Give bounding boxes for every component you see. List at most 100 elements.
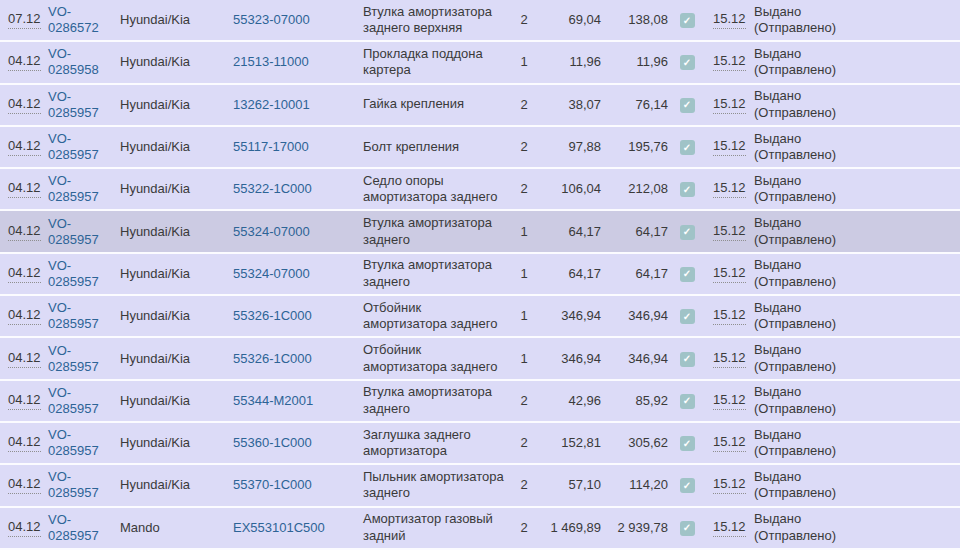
checkbox-cell: ✓ [668,97,706,113]
total-value: 64,17 [601,266,668,282]
order-date-link[interactable]: 04.12 [8,307,41,325]
order-number-link[interactable]: VO-0285957 [48,385,99,416]
issued-checkbox[interactable]: ✓ [680,478,695,493]
issue-date-link[interactable]: 15.12 [713,11,746,29]
part-number-link[interactable]: 55324-07000 [233,224,310,239]
part-number-link[interactable]: 55117-17000 [233,139,309,154]
part-number-link[interactable]: EX553101C500 [233,520,325,535]
checkmark-icon: ✓ [683,396,691,406]
order-date-link[interactable]: 04.12 [8,434,41,452]
checkmark-icon: ✓ [683,481,691,491]
issue-date-link[interactable]: 15.12 [713,392,746,410]
issue-date-link[interactable]: 15.12 [713,519,746,537]
part-name: Втулка амортизатора заднего [363,215,510,248]
order-number-link[interactable]: VO-0285957 [48,427,99,458]
quantity-value: 2 [510,139,538,155]
order-number-link[interactable]: VO-0285957 [48,131,99,162]
price-value: 346,94 [538,308,601,324]
issue-date-link[interactable]: 15.12 [713,53,746,71]
issue-date-link[interactable]: 15.12 [713,434,746,452]
part-number-link[interactable]: 55360-1C000 [233,435,312,450]
issued-checkbox[interactable]: ✓ [680,98,695,113]
order-number-link[interactable]: VO-0285957 [48,216,99,247]
order-date-cell: 04.12 [0,350,48,368]
part-number-link[interactable]: 55326-1C000 [233,351,312,366]
issued-checkbox[interactable]: ✓ [680,436,695,451]
quantity-value: 2 [510,520,538,536]
price-value: 106,04 [538,181,601,197]
part-number-cell: 55117-17000 [233,139,363,155]
issued-checkbox[interactable]: ✓ [680,352,695,367]
part-number-link[interactable]: 55323-07000 [233,12,310,27]
order-number-link[interactable]: VO-0285957 [48,300,99,331]
issued-checkbox[interactable]: ✓ [680,267,695,282]
issued-checkbox[interactable]: ✓ [680,394,695,409]
issue-date-link[interactable]: 15.12 [713,138,746,156]
status-label: Выдано (Отправлено) [750,384,849,417]
issued-checkbox[interactable]: ✓ [680,13,695,28]
part-name: Седло опоры амортизатора заднего [363,173,510,206]
order-number-link[interactable]: VO-0285958 [48,46,99,77]
part-name: Втулка амортизатора заднего [363,384,510,417]
order-date-link[interactable]: 04.12 [8,350,41,368]
total-value: 64,17 [601,224,668,240]
order-date-link[interactable]: 04.12 [8,265,41,283]
brand-label: Hyundai/Kia [120,351,233,367]
checkmark-icon: ✓ [683,312,691,322]
total-value: 305,62 [601,435,668,451]
order-number-link[interactable]: VO-0285957 [48,173,99,204]
part-name: Болт крепления [363,139,510,156]
part-number-link[interactable]: 55324-07000 [233,266,310,281]
order-date-cell: 04.12 [0,476,48,494]
order-date-link[interactable]: 07.12 [8,11,41,29]
total-value: 138,08 [601,12,668,28]
part-number-link[interactable]: 55326-1C000 [233,308,312,323]
issue-date-link[interactable]: 15.12 [713,350,746,368]
issued-checkbox[interactable]: ✓ [680,140,695,155]
order-number-link[interactable]: VO-0285957 [48,258,99,289]
part-number-link[interactable]: 21513-11000 [233,54,309,69]
total-value: 114,20 [601,477,668,493]
order-date-link[interactable]: 04.12 [8,138,41,156]
order-number-cell: VO-0285957 [48,300,120,332]
price-value: 69,04 [538,12,601,28]
issued-checkbox[interactable]: ✓ [680,521,695,536]
total-value: 85,92 [601,393,668,409]
part-number-link[interactable]: 55322-1C000 [233,181,312,196]
order-date-cell: 04.12 [0,96,48,114]
checkmark-icon: ✓ [683,354,691,364]
issue-date-link[interactable]: 15.12 [713,180,746,198]
checkbox-cell: ✓ [668,350,706,366]
order-number-link[interactable]: VO-0286572 [48,4,99,35]
price-value: 38,07 [538,97,601,113]
issued-checkbox[interactable]: ✓ [680,182,695,197]
part-number-link[interactable]: 55370-1C000 [233,477,312,492]
order-number-link[interactable]: VO-0285957 [48,512,99,543]
part-number-link[interactable]: 13262-10001 [233,97,310,112]
part-number-link[interactable]: 55344-M2001 [233,393,313,408]
order-date-link[interactable]: 04.12 [8,392,41,410]
issue-date-link[interactable]: 15.12 [713,223,746,241]
order-date-link[interactable]: 04.12 [8,53,41,71]
part-name: Гайка крепления [363,96,510,113]
issued-checkbox[interactable]: ✓ [680,55,695,70]
issued-checkbox[interactable]: ✓ [680,225,695,240]
order-number-link[interactable]: VO-0285957 [48,89,99,120]
checkmark-icon: ✓ [683,439,691,449]
order-date-link[interactable]: 04.12 [8,180,41,198]
order-date-link[interactable]: 04.12 [8,96,41,114]
table-row: 04.12 VO-0285957 Hyundai/Kia 55326-1C000… [0,296,960,338]
order-date-link[interactable]: 04.12 [8,223,41,241]
order-number-link[interactable]: VO-0285957 [48,343,99,374]
order-number-link[interactable]: VO-0285957 [48,469,99,500]
issue-date-link[interactable]: 15.12 [713,476,746,494]
checkbox-cell: ✓ [668,308,706,324]
order-number-cell: VO-0285957 [48,131,120,163]
order-date-link[interactable]: 04.12 [8,476,41,494]
part-name: Отбойник амортизатора заднего [363,300,510,333]
order-date-link[interactable]: 04.12 [8,519,41,537]
issued-checkbox[interactable]: ✓ [680,309,695,324]
issue-date-link[interactable]: 15.12 [713,307,746,325]
issue-date-link[interactable]: 15.12 [713,265,746,283]
issue-date-link[interactable]: 15.12 [713,96,746,114]
